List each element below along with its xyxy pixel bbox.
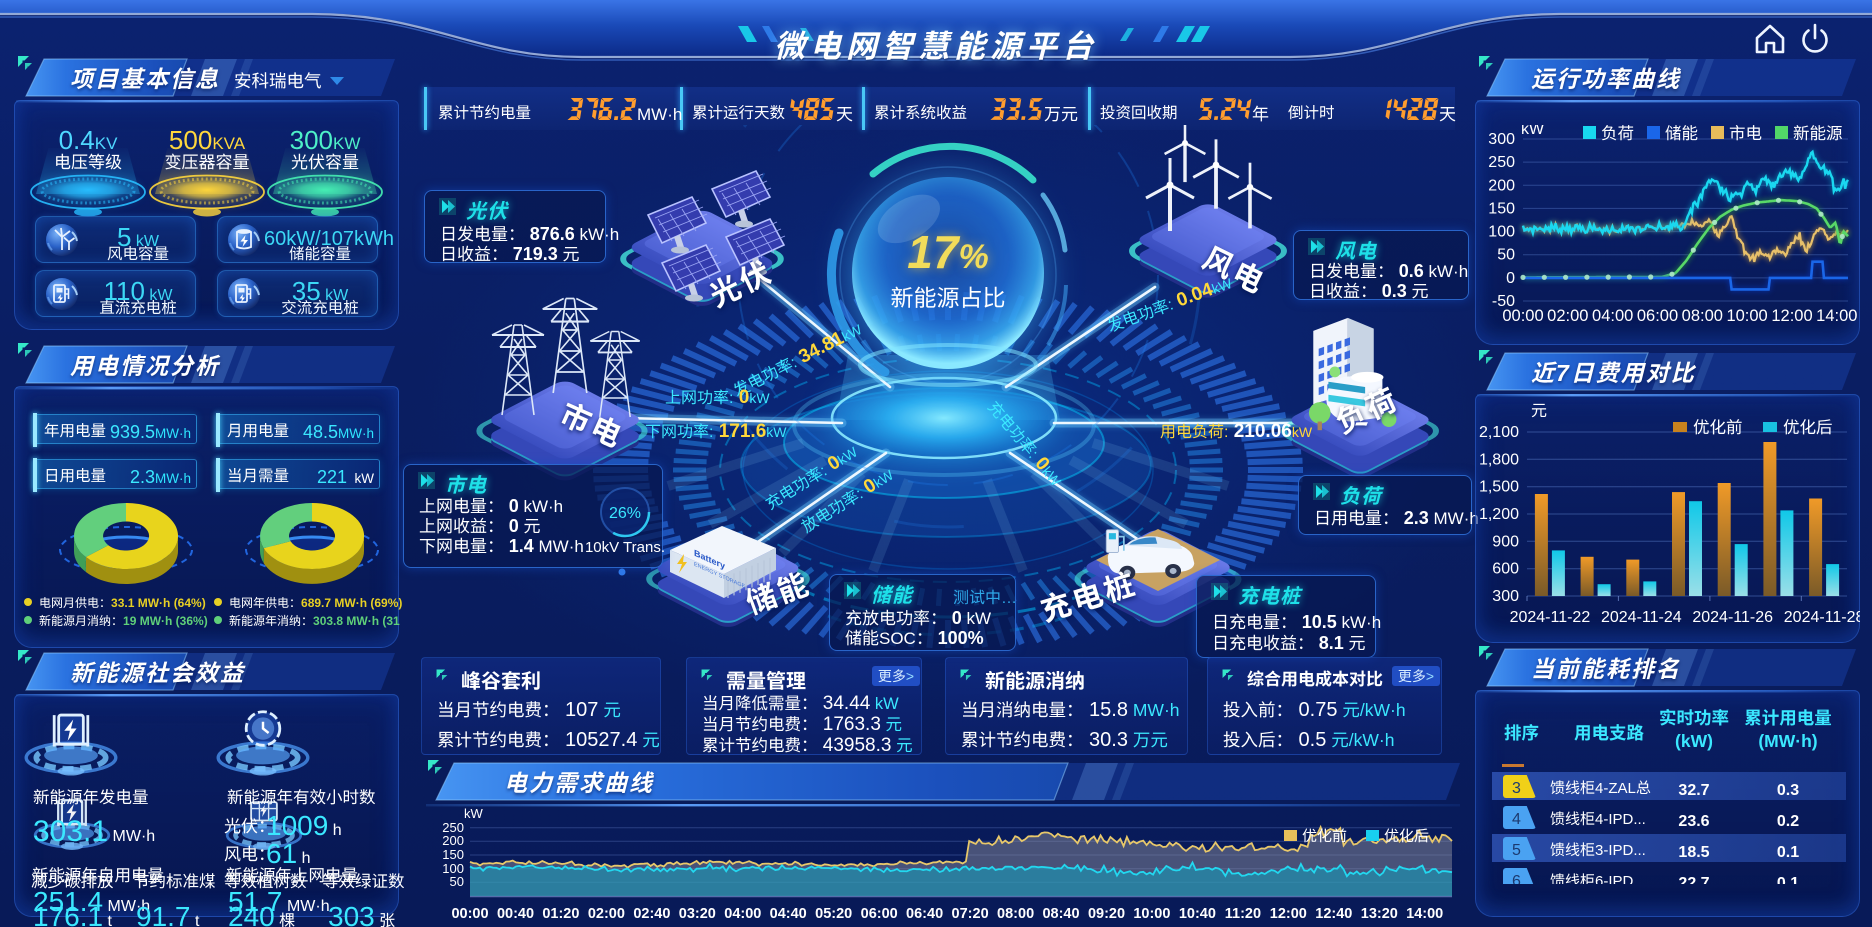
svg-text:05:20: 05:20	[815, 902, 852, 923]
svg-text:100: 100	[1488, 218, 1515, 242]
svg-text:11:20: 11:20	[1225, 902, 1261, 923]
svg-text:优化前: 优化前	[1302, 825, 1347, 846]
svg-text:06:00: 06:00	[1637, 302, 1678, 326]
svg-text:250: 250	[442, 817, 464, 836]
svg-text:50: 50	[1497, 241, 1515, 265]
svg-text:10:00: 10:00	[1133, 902, 1170, 923]
svg-text:优化后: 优化后	[1783, 414, 1833, 438]
svg-text:10kV Trans.: 10kV Trans.	[585, 536, 665, 557]
svg-text:-50: -50	[1492, 287, 1515, 311]
svg-text:10:00: 10:00	[1726, 302, 1767, 326]
svg-text:04:00: 04:00	[1592, 302, 1633, 326]
svg-text:2024-11-24: 2024-11-24	[1601, 603, 1682, 627]
svg-text:2,100: 2,100	[1479, 418, 1519, 442]
svg-text:02:00: 02:00	[1547, 302, 1588, 326]
svg-text:06:40: 06:40	[906, 902, 943, 923]
svg-text:00:00: 00:00	[451, 902, 488, 923]
svg-text:12:00: 12:00	[1270, 902, 1307, 923]
svg-text:1,800: 1,800	[1479, 445, 1519, 469]
svg-text:200: 200	[442, 830, 464, 849]
svg-text:09:20: 09:20	[1088, 902, 1125, 923]
svg-text:14:00: 14:00	[1816, 302, 1857, 326]
svg-text:00:00: 00:00	[1502, 302, 1543, 326]
svg-text:08:00: 08:00	[1682, 302, 1723, 326]
svg-text:市电: 市电	[1729, 125, 1762, 144]
svg-text:250: 250	[1488, 148, 1515, 172]
svg-text:150: 150	[1488, 194, 1515, 218]
svg-text:新能源占比: 新能源占比	[891, 279, 1006, 313]
svg-text:00:40: 00:40	[497, 902, 534, 923]
svg-text:储能: 储能	[1665, 125, 1698, 144]
svg-text:用电负荷: 210.06kW: 用电负荷: 210.06kW	[1160, 416, 1313, 443]
svg-text:12:40: 12:40	[1315, 902, 1352, 923]
svg-text:0: 0	[1506, 264, 1515, 288]
svg-text:04:00: 04:00	[724, 902, 761, 923]
svg-text:kW: kW	[1521, 125, 1545, 139]
svg-text:下网功率: 171.6kW: 下网功率: 171.6kW	[645, 416, 787, 443]
svg-text:02:40: 02:40	[633, 902, 670, 923]
svg-text:kW: kW	[464, 808, 484, 822]
svg-text:08:40: 08:40	[1042, 902, 1079, 923]
svg-text:1,500: 1,500	[1479, 473, 1519, 497]
svg-text:负荷: 负荷	[1601, 125, 1634, 144]
svg-text:元: 元	[1531, 400, 1547, 421]
svg-text:200: 200	[1488, 171, 1515, 195]
svg-text:2024-11-28: 2024-11-28	[1784, 603, 1860, 627]
svg-text:600: 600	[1492, 555, 1519, 579]
svg-text:新能源: 新能源	[1793, 125, 1843, 144]
svg-text:12:00: 12:00	[1771, 302, 1812, 326]
svg-text:50: 50	[450, 871, 464, 890]
svg-text:07:20: 07:20	[952, 902, 989, 923]
svg-text:06:00: 06:00	[861, 902, 898, 923]
svg-text:13:20: 13:20	[1361, 902, 1398, 923]
svg-text:1,200: 1,200	[1479, 500, 1519, 524]
svg-text:100: 100	[442, 858, 464, 877]
svg-text:优化前: 优化前	[1693, 414, 1743, 438]
svg-text:150: 150	[442, 844, 464, 863]
svg-text:08:00: 08:00	[997, 902, 1034, 923]
svg-text:2024-11-22: 2024-11-22	[1510, 603, 1591, 627]
svg-text:26%: 26%	[609, 499, 641, 523]
svg-text:01:20: 01:20	[542, 902, 579, 923]
svg-text:10:40: 10:40	[1179, 902, 1216, 923]
svg-text:300: 300	[1492, 582, 1519, 606]
svg-text:02:00: 02:00	[588, 902, 625, 923]
svg-text:300: 300	[1488, 125, 1515, 149]
svg-text:900: 900	[1492, 527, 1519, 551]
svg-text:14:00: 14:00	[1406, 902, 1443, 923]
svg-text:04:40: 04:40	[770, 902, 807, 923]
svg-text:优化后: 优化后	[1384, 825, 1429, 846]
svg-text:03:20: 03:20	[679, 902, 716, 923]
svg-text:2024-11-26: 2024-11-26	[1692, 603, 1773, 627]
